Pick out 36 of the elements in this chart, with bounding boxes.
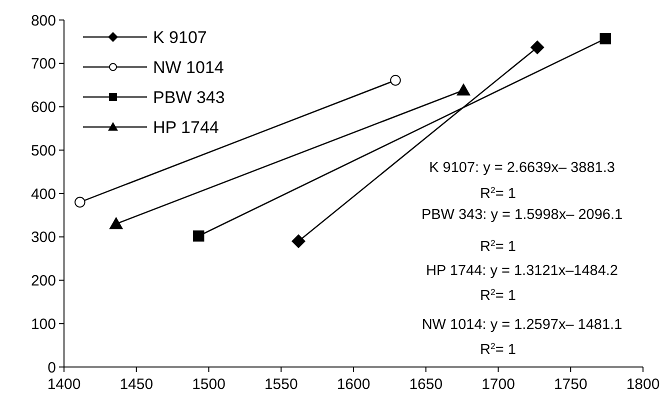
x-tick-label: 1700 [482,376,515,393]
y-tick-label: 800 [30,12,56,30]
annotation: R$^{2}$= 1 [480,341,516,358]
x-tick-label: 1650 [409,376,443,393]
annotation: K 9107: y = 2.6639x– 3881.3 [429,160,615,176]
legend-label: PBW 343 [153,88,225,107]
y-tick-label: 100 [30,316,56,333]
point [390,74,401,86]
y-tick-label: 400 [30,186,56,203]
x-tick-label: 1750 [554,376,588,393]
point [600,33,611,44]
y-tick-label: 200 [30,272,56,290]
annotation: R$^{2}$= 1 [480,287,516,304]
annotation: R$^{2}$= 1 [480,238,516,256]
annotation: HP 1744: y = 1.3121x–1484.2 [426,263,618,280]
y-tick-label: 300 [30,229,56,246]
point [291,234,306,248]
x-tick-label: 1800 [626,376,660,393]
x-tick-label: 1450 [120,376,154,393]
legend-label: K 9107 [153,28,207,47]
point [193,230,204,242]
annotation: NW 1014: y = 1.2597x– 1481.1 [422,317,622,334]
y-tick-label: 600 [30,99,56,116]
x-tick-label: 1600 [336,376,370,393]
x-tick-label: 1500 [192,376,226,393]
point [530,40,544,54]
annotation: R$^{2}$= 1 [480,185,516,202]
y-tick-label: 500 [30,142,56,160]
legend-label: NW 1014 [153,58,224,77]
x-tick-label: 1400 [47,376,81,393]
x-tick-label: 1550 [264,376,298,393]
annotation: PBW 343: y = 1.5998x– 2096.1 [421,207,623,224]
y-tick-label: 0 [48,359,56,376]
y-tick-label: 700 [30,56,56,73]
point [74,196,86,208]
legend-label: HP 1744 [153,118,219,137]
